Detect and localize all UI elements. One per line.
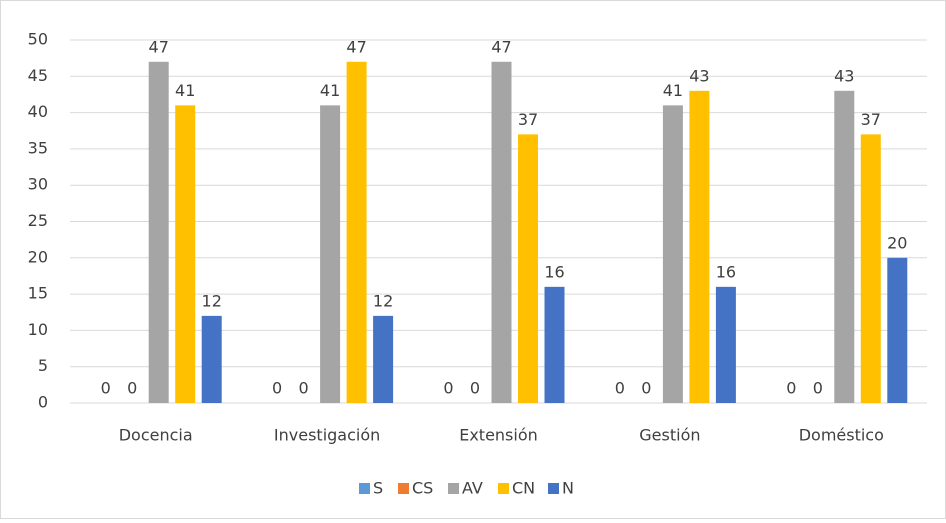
x-tick-label: Extensión: [459, 426, 538, 445]
data-label: 47: [149, 37, 169, 56]
bar: [175, 105, 196, 403]
bar: [860, 134, 881, 403]
data-label: 16: [716, 262, 736, 281]
data-label: 12: [373, 291, 393, 310]
legend-swatch: [398, 483, 409, 494]
bar: [518, 134, 538, 403]
bar: [201, 315, 222, 403]
legend-swatch: [498, 483, 509, 494]
legend-swatch: [359, 483, 370, 494]
bar: [662, 105, 683, 403]
y-tick-label: 0: [38, 393, 48, 412]
data-label: 0: [299, 379, 309, 398]
data-label: 0: [470, 379, 480, 398]
bar: [491, 61, 512, 403]
bar: [373, 315, 394, 403]
data-label: 47: [346, 37, 366, 56]
y-tick-label: 40: [28, 102, 48, 121]
data-label: 0: [615, 379, 625, 398]
data-label: 20: [887, 233, 907, 252]
bar: [346, 61, 367, 403]
data-label: 12: [202, 291, 222, 310]
legend-swatch: [448, 483, 459, 494]
data-label: 16: [544, 262, 564, 281]
y-tick-label: 45: [28, 66, 48, 85]
bar: [834, 90, 855, 403]
data-label: 37: [518, 110, 538, 129]
data-label: 0: [101, 379, 111, 398]
legend-label: N: [562, 479, 574, 498]
x-tick-label: Investigación: [274, 426, 380, 445]
bar: [689, 90, 710, 403]
data-label: 41: [320, 81, 340, 100]
legend-label: S: [373, 479, 383, 498]
bar: [148, 61, 169, 403]
bar: [544, 286, 565, 403]
y-tick-label: 10: [28, 320, 48, 339]
data-label: 0: [813, 379, 823, 398]
data-label: 43: [689, 66, 709, 85]
data-label: 0: [272, 379, 282, 398]
x-tick-label: Doméstico: [799, 426, 884, 445]
legend-label: AV: [462, 479, 483, 498]
x-tick-label: Gestión: [639, 426, 700, 445]
data-label: 0: [443, 379, 453, 398]
bar: [887, 257, 908, 403]
data-label: 43: [834, 66, 854, 85]
data-label: 0: [127, 379, 137, 398]
data-label: 41: [175, 81, 195, 100]
data-label: 41: [663, 81, 683, 100]
legend-label: CS: [412, 479, 433, 498]
data-label: 37: [861, 110, 881, 129]
data-label: 47: [491, 37, 511, 56]
y-tick-label: 30: [28, 175, 48, 194]
legend-swatch: [548, 483, 559, 494]
y-tick-label: 15: [28, 284, 48, 303]
y-tick-label: 20: [28, 247, 48, 266]
y-tick-label: 5: [38, 356, 48, 375]
bar: [715, 286, 736, 403]
bar: [320, 105, 341, 403]
x-tick-label: Docencia: [119, 426, 193, 445]
legend-label: CN: [512, 479, 535, 498]
data-label: 0: [786, 379, 796, 398]
y-tick-label: 35: [28, 138, 48, 157]
data-label: 0: [641, 379, 651, 398]
y-tick-label: 25: [28, 211, 48, 230]
y-tick-label: 50: [28, 30, 48, 49]
